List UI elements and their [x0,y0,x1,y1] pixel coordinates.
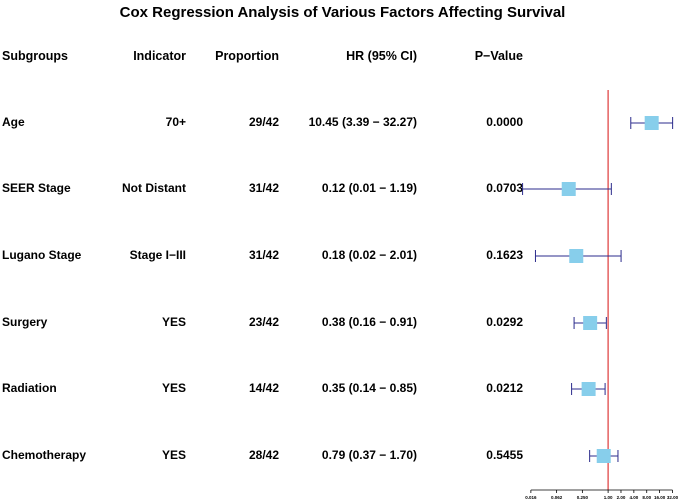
x-tick-label: 0.062 [551,495,563,500]
indicator-value: 70+ [165,115,186,129]
x-tick-label: 16.00 [654,495,666,500]
p-value: 0.5455 [486,448,523,462]
hr-point-box [581,382,596,396]
x-tick-label: 32.00 [667,495,679,500]
p-value: 0.0292 [486,315,523,329]
x-tick-label: 1.00 [604,495,613,500]
x-tick-label: 2.00 [617,495,626,500]
proportion-value: 31/42 [248,248,279,262]
subgroup-label: Age [2,115,25,129]
p-value: 0.0000 [486,115,523,129]
header-proportion: Proportion [215,49,279,63]
proportion-value: 14/42 [248,381,279,395]
header-hr-ci: HR (95% CI) [346,49,417,63]
proportion-value: 23/42 [248,315,279,329]
proportion-value: 31/42 [248,181,279,195]
p-value: 0.0212 [486,381,523,395]
hr-point-box [583,316,598,330]
header-p-value: P−Value [474,49,523,63]
hr-point-box [644,116,659,130]
header-indicator: Indicator [133,49,186,63]
indicator-value: Not Distant [122,181,186,195]
indicator-value: YES [161,448,186,462]
header-subgroups: Subgroups [2,49,68,63]
hr-ci-value: 0.38 (0.16 − 0.91) [321,315,417,329]
subgroup-label: Lugano Stage [2,248,82,262]
hr-ci-value: 0.12 (0.01 − 1.19) [321,181,417,195]
hr-point-box [561,182,576,196]
hr-point-box [569,249,584,263]
x-tick-label: 0.250 [577,495,589,500]
subgroup-label: Chemotherapy [2,448,87,462]
subgroup-label: Radiation [2,381,57,395]
p-value: 0.1623 [486,248,523,262]
hr-ci-value: 0.35 (0.14 − 0.85) [321,381,417,395]
x-tick-label: 4.00 [629,495,638,500]
hr-ci-value: 0.79 (0.37 − 1.70) [321,448,417,462]
chart-title: Cox Regression Analysis of Various Facto… [119,4,566,21]
indicator-value: Stage I−III [129,248,186,262]
subgroup-label: Surgery [2,315,48,329]
hr-point-box [596,449,611,463]
x-tick-label: 0.016 [525,495,537,500]
subgroup-label: SEER Stage [2,181,71,195]
proportion-value: 29/42 [248,115,279,129]
p-value: 0.0703 [486,181,523,195]
indicator-value: YES [161,315,186,329]
indicator-value: YES [161,381,186,395]
hr-ci-value: 0.18 (0.02 − 2.01) [321,248,417,262]
hr-ci-value: 10.45 (3.39 − 32.27) [308,115,417,129]
proportion-value: 28/42 [248,448,279,462]
x-tick-label: 8.00 [642,495,651,500]
